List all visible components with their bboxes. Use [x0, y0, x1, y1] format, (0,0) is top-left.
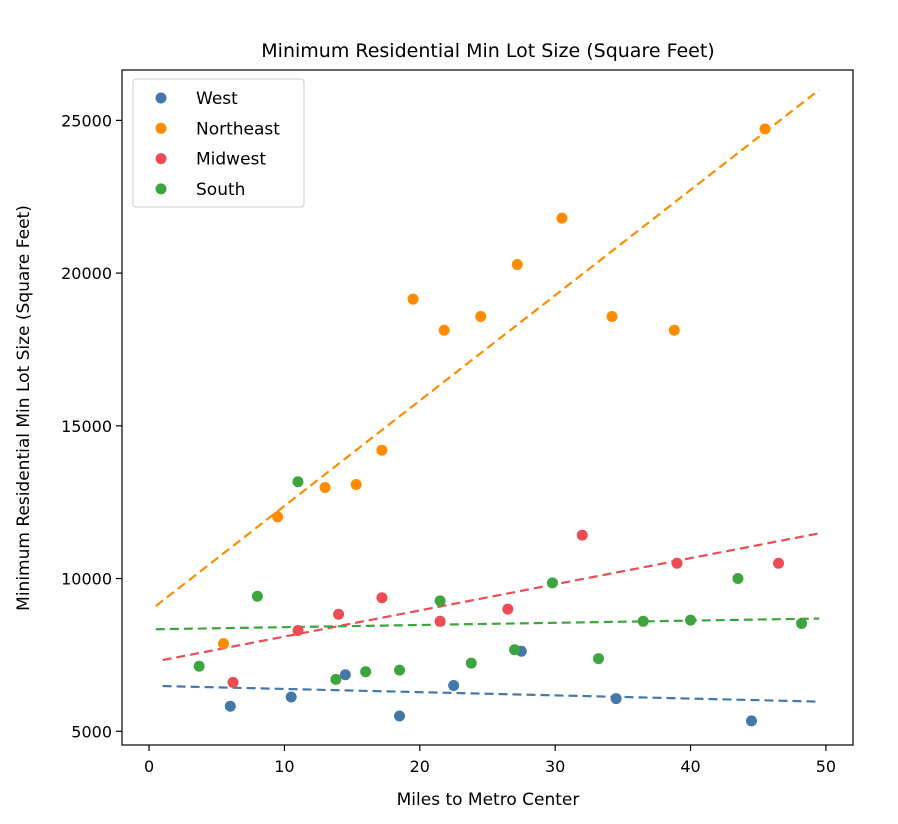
south-data-point: [685, 614, 697, 626]
x-tick-label: 30: [545, 757, 565, 776]
south-data-point: [251, 590, 263, 602]
west-data-point: [285, 691, 297, 703]
northeast-data-point: [606, 310, 618, 322]
midwest-data-point: [671, 557, 683, 569]
west-data-point: [610, 693, 622, 705]
west-data-point: [224, 700, 236, 712]
west-data-point: [448, 679, 460, 691]
x-tick-label: 20: [410, 757, 430, 776]
x-axis-label: Miles to Metro Center: [397, 790, 580, 810]
northeast-data-point: [272, 511, 284, 523]
northeast-data-point: [556, 212, 568, 224]
y-axis-label: Minimum Residential Min Lot Size (Square…: [14, 205, 34, 611]
midwest-data-point: [502, 603, 514, 615]
midwest-data-point: [333, 608, 345, 620]
legend-label-south: South: [196, 180, 245, 200]
south-data-point: [360, 666, 372, 678]
plot-area: [121, 69, 854, 746]
legend-marker-midwest: [155, 153, 167, 165]
south-data-point: [330, 673, 342, 685]
northeast-data-point: [668, 324, 680, 336]
y-axis-ticks: 5000 10000 15000 20000 25000: [61, 111, 122, 741]
west-data-point: [394, 710, 406, 722]
south-data-point: [732, 573, 744, 585]
legend-label-northeast: Northeast: [196, 119, 280, 139]
legend-label-midwest: Midwest: [196, 150, 266, 170]
legend: West Northeast Midwest South: [132, 78, 305, 208]
y-tick-label: 10000: [61, 570, 112, 589]
y-tick-label: 25000: [61, 111, 112, 130]
midwest-data-point: [292, 624, 304, 636]
west-trend-line: [162, 684, 820, 703]
northeast-data-point: [376, 444, 388, 456]
south-data-point: [509, 644, 521, 656]
northeast-data-point: [218, 638, 230, 650]
x-axis-ticks: 0 10 20 30 40 50: [144, 745, 836, 776]
legend-marker-northeast: [155, 122, 167, 134]
south-data-point: [593, 653, 605, 665]
legend-label-west: West: [196, 89, 238, 109]
northeast-data-point: [759, 123, 771, 135]
y-tick-label: 15000: [61, 417, 112, 436]
midwest-data-point: [376, 592, 388, 604]
northeast-data-point: [511, 259, 523, 271]
plot-frame: [121, 69, 854, 746]
south-data-point: [796, 617, 808, 629]
x-tick-label: 50: [816, 757, 836, 776]
midwest-data-point: [434, 615, 446, 627]
chart-title: Minimum Residential Min Lot Size (Square…: [261, 40, 714, 62]
west-data-point: [339, 669, 351, 681]
x-tick-label: 0: [144, 757, 154, 776]
south-trend-line: [155, 617, 820, 631]
midwest-data-point: [576, 529, 588, 541]
south-data-point: [465, 657, 477, 669]
south-data-point: [292, 476, 304, 488]
south-data-point: [434, 595, 446, 607]
y-tick-label: 5000: [71, 722, 112, 741]
south-data-point: [394, 664, 406, 676]
northeast-data-point: [475, 310, 487, 322]
northeast-data-point: [319, 482, 331, 494]
northeast-trend-line: [155, 88, 820, 607]
west-data-point: [745, 715, 757, 727]
legend-marker-south: [155, 183, 167, 195]
x-tick-label: 40: [680, 757, 700, 776]
south-data-point: [193, 660, 205, 672]
northeast-data-point: [407, 293, 419, 305]
x-tick-label: 10: [274, 757, 294, 776]
legend-box: [132, 78, 305, 208]
northeast-data-point: [438, 324, 450, 336]
legend-marker-west: [155, 92, 167, 104]
midwest-data-point: [227, 676, 239, 688]
northeast-data-point: [350, 478, 362, 490]
south-data-point: [546, 577, 558, 589]
y-tick-label: 20000: [61, 264, 112, 283]
south-data-point: [637, 615, 649, 627]
midwest-data-point: [773, 557, 785, 569]
